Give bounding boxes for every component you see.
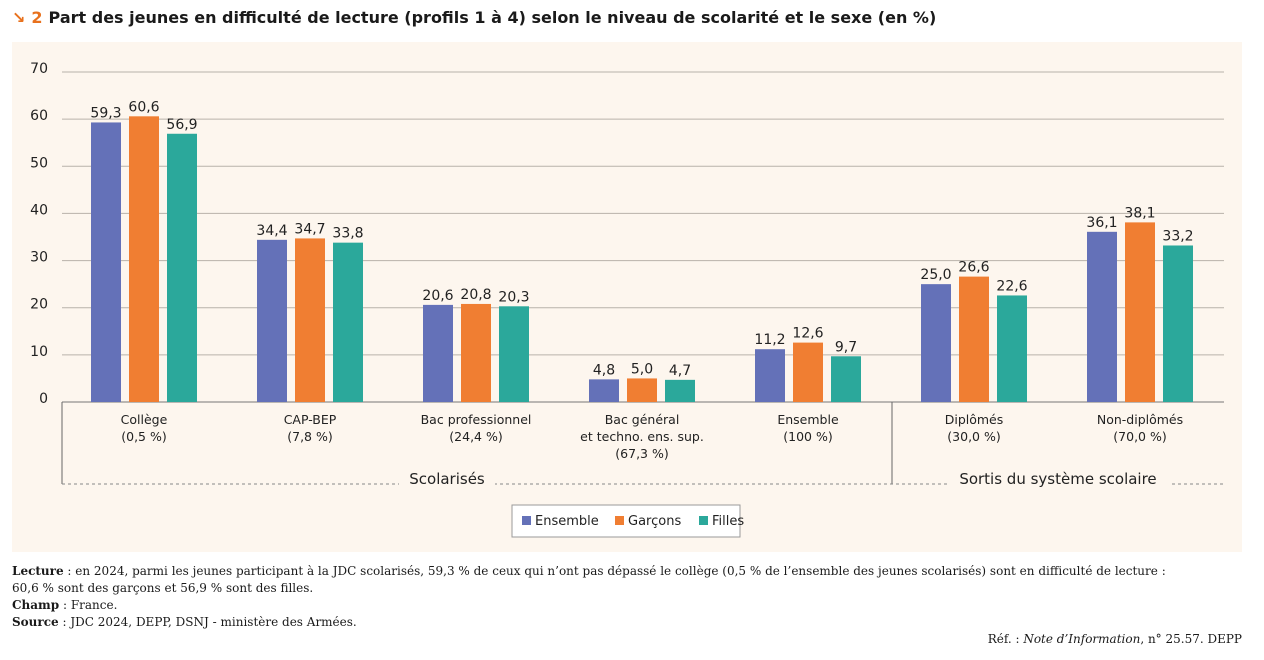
x-category-label: (24,4 %) [449,429,502,444]
bar-filles [167,133,197,402]
bar-chart: 0 10 20 30 40 50 60 70 59,3 60,6 56,9 Collège (0,5 %… [30,61,1224,538]
y-tick-label: 60 [30,108,48,124]
x-category-label: (0,5 %) [121,429,166,444]
bar-filles [499,306,529,402]
bar-value-label: 4,7 [669,363,691,379]
title-text: Part des jeunes en difficulté de lecture… [48,8,937,27]
chart-title: ↘ 2 Part des jeunes en difficulté de lectu… [12,8,936,27]
legend-swatch-ensemble [522,516,531,525]
bar-garçons [295,238,325,402]
bar-value-label: 22,6 [996,278,1027,294]
bar-value-label: 34,7 [294,221,325,237]
bar-filles [1163,245,1193,402]
bar-ensemble [921,284,951,402]
lecture-note-line1: Lecture : en 2024, parmi les jeunes part… [12,563,1166,580]
x-category-label: et techno. ens. sup. [580,429,704,444]
ref-suffix: , n° 25.57. DEPP [1140,632,1242,646]
bar-filles [997,295,1027,402]
bar-filles [831,356,861,402]
x-category-label: (100 %) [783,429,832,444]
bar-value-label: 36,1 [1086,215,1117,231]
bar-value-label: 5,0 [631,361,653,377]
bar-filles [665,379,695,402]
chart-panel: 0 10 20 30 40 50 60 70 59,3 60,6 56,9 Collège (0,5 %… [12,42,1242,552]
reference: Réf. : Note d’Information, n° 25.57. DEP… [988,632,1242,646]
y-tick-label: 10 [30,344,48,360]
bar-value-label: 34,4 [256,223,287,239]
bar-ensemble [1087,231,1117,402]
y-tick-label: 50 [30,155,48,171]
y-tick-label: 30 [30,250,48,266]
y-tick-label: 20 [30,297,48,313]
y-tick-label: 70 [30,61,48,77]
bar-value-label: 12,6 [792,326,823,342]
bar-garçons [1125,222,1155,402]
x-category-label: Diplômés [945,412,1004,427]
bar-value-label: 4,8 [593,362,615,378]
bar-ensemble [257,239,287,402]
x-category-label: Non-diplômés [1097,412,1183,427]
bar-value-label: 25,0 [920,267,951,283]
bar-value-label: 26,6 [958,260,989,276]
x-category-label: Bac général [605,412,680,427]
bar-garçons [793,342,823,402]
x-category-label: (7,8 %) [287,429,332,444]
bar-ensemble [423,304,453,402]
x-category-label: (67,3 %) [615,446,668,461]
bar-value-label: 56,9 [166,117,197,133]
bar-garçons [129,116,159,403]
x-category-label: CAP-BEP [284,412,337,427]
x-category-label: Collège [121,412,168,427]
champ-note: Champ : France. [12,597,1166,614]
bar-value-label: 33,2 [1162,228,1193,244]
champ-label: Champ [12,598,60,612]
x-category-label: Ensemble [777,412,839,427]
ref-publication: Note d’Information [1023,632,1141,646]
bar-value-label: 20,3 [498,289,529,305]
group-label: Scolarisés [409,470,485,488]
bar-value-label: 59,3 [90,105,121,121]
x-category-label: Bac professionnel [421,412,532,427]
bar-value-label: 38,1 [1124,205,1155,221]
bar-value-label: 33,8 [332,226,363,242]
bar-ensemble [589,379,619,402]
x-category-label: (30,0 %) [947,429,1000,444]
group-label-bg [947,468,1169,490]
source-note: Source : JDC 2024, DEPP, DSNJ - ministèr… [12,614,1166,631]
figure-arrow-icon: ↘ [12,8,26,27]
legend-label: Garçons [628,514,681,529]
bar-value-label: 20,6 [422,288,453,304]
bar-value-label: 9,7 [835,339,857,355]
champ-text: : France. [59,598,118,612]
source-label: Source [12,615,59,629]
lecture-note-line2: 60,6 % sont des garçons et 56,9 % sont d… [12,581,314,595]
bar-garçons [959,276,989,402]
legend-swatch-filles [699,516,708,525]
bar-ensemble [91,122,121,402]
bar-value-label: 60,6 [128,99,159,115]
lecture-label: Lecture [12,564,64,578]
bar-garçons [461,303,491,402]
group-label: Sortis du système scolaire [959,470,1156,488]
y-tick-label: 0 [39,391,48,407]
source-text: : JDC 2024, DEPP, DSNJ - ministère des A… [58,615,357,629]
notes: Lecture : en 2024, parmi les jeunes part… [12,563,1166,631]
legend-label: Ensemble [535,514,599,529]
bar-value-label: 11,2 [754,332,785,348]
figure-number: 2 [31,8,43,27]
bar-ensemble [755,349,785,402]
group-label-bg [399,468,495,490]
y-tick-label: 40 [30,202,48,218]
bar-value-label: 20,8 [460,287,491,303]
bar-garçons [627,378,657,402]
legend-swatch-garçons [615,516,624,525]
x-category-label: (70,0 %) [1113,429,1166,444]
ref-prefix: Réf. : [987,632,1024,646]
lecture-text: : en 2024, parmi les jeunes participant … [63,564,1166,578]
legend-label: Filles [712,514,744,529]
bar-filles [333,242,363,402]
